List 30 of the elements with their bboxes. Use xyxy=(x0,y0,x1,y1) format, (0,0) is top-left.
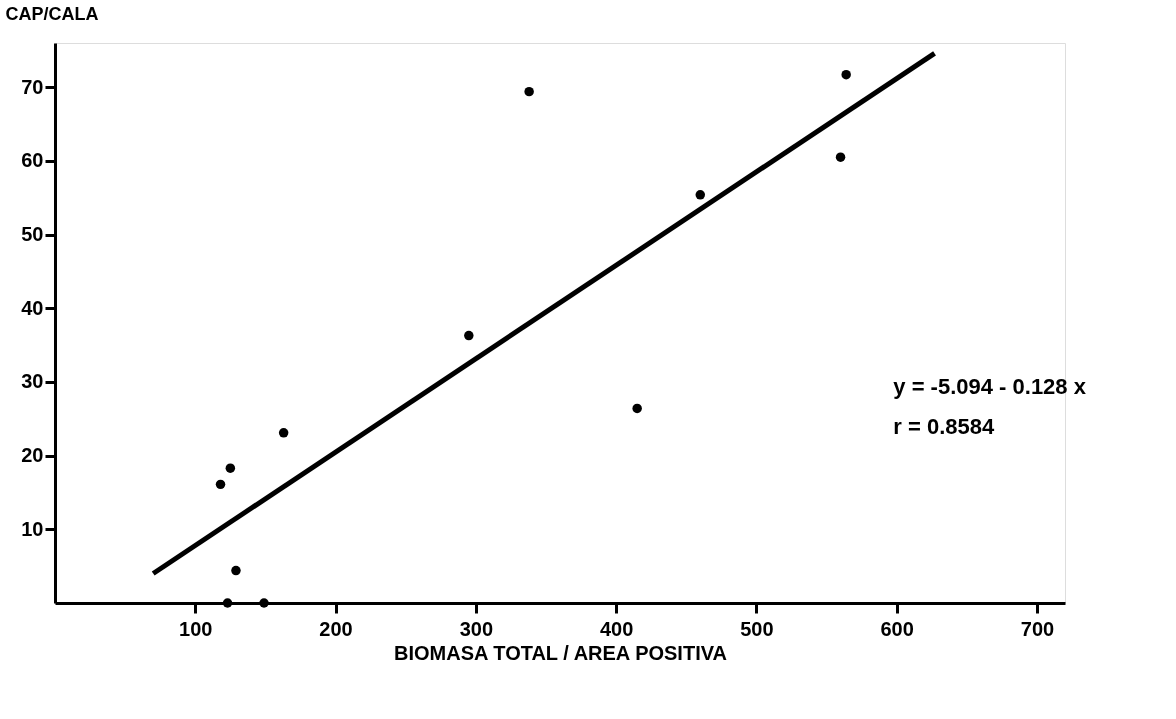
point xyxy=(278,428,289,438)
point xyxy=(222,598,233,608)
annotation: y = -5.094 - 0.128 x xyxy=(893,374,1087,400)
x-tick-label: 300 xyxy=(459,617,494,640)
point xyxy=(841,69,851,80)
x-tick-label: 500 xyxy=(740,617,774,640)
x-tick-label: 200 xyxy=(319,617,353,640)
x-tick-label: 400 xyxy=(599,617,634,640)
point xyxy=(524,86,534,97)
point xyxy=(215,479,226,490)
x-tick-label: 600 xyxy=(880,617,914,640)
point xyxy=(225,463,236,473)
y-axis-title: CAP/CALA xyxy=(5,3,99,24)
point xyxy=(259,598,269,608)
y-tick-label: 10 xyxy=(21,517,44,540)
x-axis-title: BIOMASA TOTAL / AREA POSITIVA xyxy=(394,641,727,664)
x-tick-label: 700 xyxy=(1020,617,1055,640)
y-tick-label: 50 xyxy=(21,223,44,246)
y-tick-label: 60 xyxy=(21,149,44,172)
y-tick-label: 70 xyxy=(21,75,44,98)
point xyxy=(231,565,241,576)
x-tick-label: 100 xyxy=(179,617,213,640)
point xyxy=(695,190,706,200)
y-tick-label: 20 xyxy=(21,444,44,467)
y-tick-label: 40 xyxy=(21,296,44,319)
annotation: r = 0.8584 xyxy=(893,414,995,440)
point xyxy=(835,152,846,162)
point xyxy=(632,403,642,414)
point xyxy=(464,330,474,341)
y-tick-label: 30 xyxy=(21,370,44,393)
